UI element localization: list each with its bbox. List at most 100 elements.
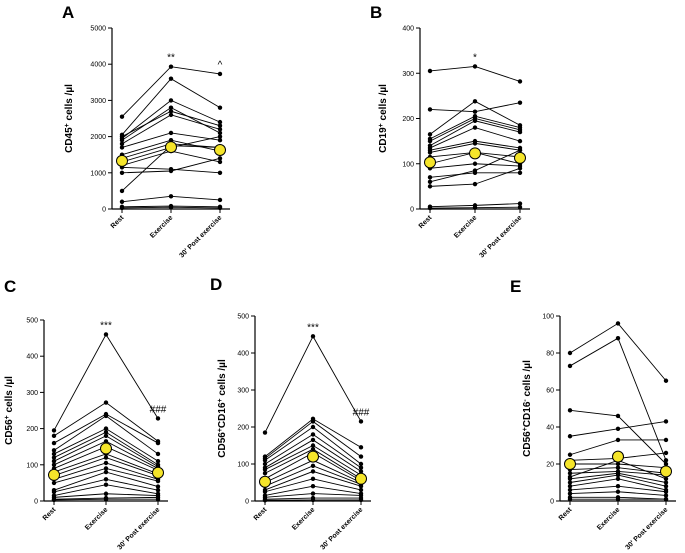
subject-point bbox=[663, 484, 669, 489]
subject-point bbox=[517, 79, 523, 84]
subject-point bbox=[103, 460, 109, 466]
mean-marker bbox=[214, 143, 226, 156]
subject-point bbox=[472, 109, 478, 114]
subject-point bbox=[472, 181, 478, 187]
subject-point bbox=[155, 478, 161, 484]
subject-point bbox=[51, 480, 57, 486]
subject-point bbox=[310, 424, 316, 430]
subject-point bbox=[517, 138, 523, 144]
y-tick-label: 4000 bbox=[90, 62, 106, 69]
y-axis-label: CD19+ cells /µl bbox=[378, 84, 390, 153]
subject-point bbox=[103, 455, 109, 460]
subject-point bbox=[51, 455, 57, 460]
subject-point bbox=[217, 134, 223, 139]
subject-point bbox=[119, 114, 125, 119]
subject-point bbox=[168, 98, 174, 103]
subject-point bbox=[51, 428, 57, 433]
subject-point bbox=[567, 476, 573, 481]
y-tick-label: 300 bbox=[26, 390, 38, 397]
subject-point bbox=[155, 487, 161, 493]
significance-annotation: ** bbox=[167, 53, 175, 64]
subject-point bbox=[217, 105, 223, 110]
subject-point bbox=[615, 437, 621, 443]
mean-marker bbox=[355, 472, 367, 485]
subject-point bbox=[103, 491, 109, 496]
subject-point bbox=[103, 477, 109, 482]
y-tick-label: 400 bbox=[26, 354, 38, 361]
subject-point bbox=[217, 119, 223, 125]
y-tick-label: 200 bbox=[402, 116, 414, 123]
subject-point bbox=[217, 138, 223, 143]
subject-point bbox=[427, 205, 433, 211]
x-category-label: 30' Post exercise bbox=[319, 506, 364, 551]
subject-point bbox=[358, 445, 364, 450]
x-category-label: Exercise bbox=[84, 506, 109, 531]
subject-point bbox=[155, 440, 161, 446]
subject-point bbox=[119, 170, 125, 175]
y-tick-label: 500 bbox=[237, 314, 249, 321]
subject-point bbox=[615, 461, 621, 467]
x-category-label: Rest bbox=[42, 506, 58, 522]
y-tick-label: 0 bbox=[410, 207, 414, 214]
subject-point bbox=[663, 419, 669, 424]
subject-point bbox=[663, 378, 669, 383]
subject-point bbox=[615, 489, 621, 494]
mean-marker bbox=[660, 465, 672, 478]
y-tick-label: 20 bbox=[546, 462, 554, 469]
subject-point bbox=[119, 188, 125, 194]
y-axis-label: CD45+ cells /µl bbox=[64, 84, 76, 153]
subject-point bbox=[155, 484, 161, 489]
mean-marker bbox=[48, 468, 60, 481]
subject-point bbox=[168, 168, 174, 174]
mean-marker bbox=[100, 442, 112, 455]
subject-point bbox=[168, 112, 174, 118]
subject-point bbox=[103, 426, 109, 431]
y-tick-label: 100 bbox=[542, 314, 554, 321]
subject-point bbox=[155, 451, 161, 457]
y-tick-label: 0 bbox=[102, 207, 106, 214]
subject-point bbox=[472, 118, 478, 123]
subject-point bbox=[615, 321, 621, 326]
subject-point bbox=[262, 461, 268, 467]
subject-point bbox=[168, 64, 174, 69]
subject-point bbox=[119, 134, 125, 139]
subject-point bbox=[358, 461, 364, 467]
subject-point bbox=[615, 336, 621, 341]
y-tick-label: 0 bbox=[34, 499, 38, 506]
subject-point bbox=[103, 439, 109, 444]
subject-point bbox=[217, 170, 223, 175]
subject-point bbox=[615, 496, 621, 502]
subject-point bbox=[567, 363, 573, 369]
y-tick-label: 40 bbox=[546, 425, 554, 432]
subject-point bbox=[103, 400, 109, 405]
subject-point bbox=[217, 71, 223, 77]
subject-point bbox=[262, 430, 268, 435]
subject-point bbox=[517, 170, 523, 175]
subject-point bbox=[217, 130, 223, 136]
subject-point bbox=[119, 141, 125, 147]
mean-marker bbox=[152, 466, 164, 479]
subject-point bbox=[567, 350, 573, 356]
subject-line bbox=[569, 322, 667, 382]
y-tick-label: 2000 bbox=[90, 134, 106, 141]
panel-e: E 0 20 40 60 80 100 Rest Exercise 30' Post exerci… bbox=[510, 277, 676, 551]
subject-point bbox=[472, 205, 478, 210]
y-tick-label: 300 bbox=[237, 388, 249, 395]
subject-point bbox=[310, 497, 316, 503]
subject-point bbox=[310, 469, 316, 474]
subject-point bbox=[358, 497, 364, 503]
panel-letter: B bbox=[370, 3, 382, 22]
subject-point bbox=[310, 432, 316, 437]
subject-point bbox=[51, 448, 57, 453]
subject-point bbox=[517, 201, 523, 206]
subject-point bbox=[103, 469, 109, 475]
y-axis-label: CD56+CD16- cells /µl bbox=[522, 360, 534, 457]
subject-point bbox=[472, 99, 478, 104]
subject-point bbox=[51, 451, 57, 457]
subject-point bbox=[168, 194, 174, 199]
subject-point bbox=[567, 452, 573, 457]
mean-marker bbox=[165, 141, 177, 154]
panel-letter: E bbox=[510, 277, 521, 296]
x-category-label: Rest bbox=[253, 506, 269, 522]
